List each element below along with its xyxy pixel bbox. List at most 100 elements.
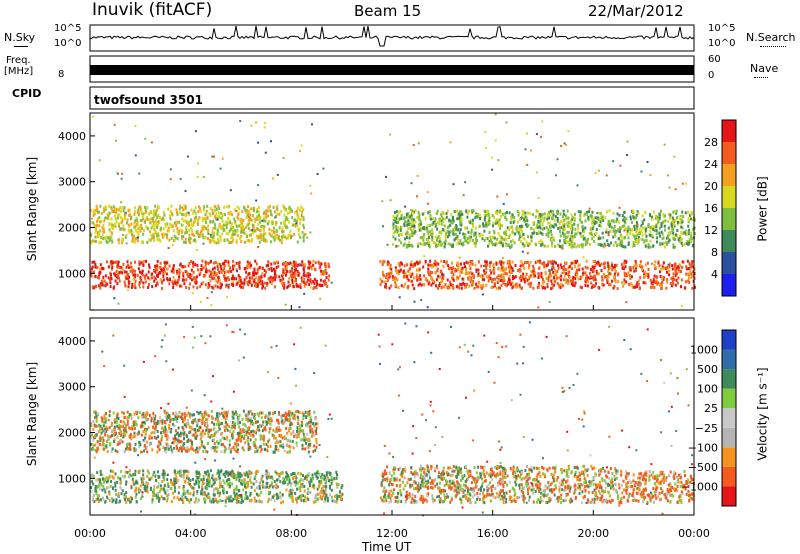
nsky-tick-high: 10^5 [54,23,82,34]
data-cell [235,268,238,272]
data-cell [578,263,581,267]
data-cell [541,240,544,244]
data-cell [237,217,240,221]
data-cell [565,143,568,146]
data-cell [582,271,585,275]
data-cell [392,215,395,218]
data-cell [161,480,164,484]
data-cell [114,139,117,142]
data-cell [123,270,126,274]
data-cell [505,233,508,236]
data-cell [235,225,238,228]
data-cell [336,494,339,498]
data-cell [220,225,223,229]
data-cell [253,268,256,272]
data-cell [435,222,438,226]
data-cell [255,492,258,496]
data-cell [144,280,147,284]
data-cell [129,473,132,477]
data-cell [602,283,605,287]
data-cell [335,470,338,474]
data-cell [212,497,215,501]
data-cell [620,235,623,239]
data-cell [224,213,226,217]
data-cell [565,216,568,220]
data-cell [400,214,403,218]
data-cell [668,238,671,242]
data-cell [646,261,649,265]
data-cell [188,261,191,265]
data-cell [283,478,285,482]
data-cell [297,229,300,233]
data-cell [118,238,121,242]
data-cell [298,495,301,499]
data-cell [240,227,243,230]
data-cell [288,479,291,483]
data-cell [167,226,170,230]
data-cell [438,217,441,221]
data-cell [90,274,93,278]
data-cell [638,231,641,235]
data-cell [309,491,312,495]
data-cell [234,494,237,498]
data-cell [102,227,105,231]
data-cell [418,213,421,217]
data-cell [240,240,243,243]
data-cell [123,493,126,497]
data-cell [96,235,99,239]
data-cell [448,242,451,246]
data-cell [179,211,182,215]
data-cell [215,279,218,283]
data-cell [571,224,574,228]
data-cell [608,272,611,275]
data-cell [686,232,688,236]
data-cell [685,272,688,276]
data-cell [144,489,147,493]
data-cell [395,221,398,224]
data-cell [429,213,432,217]
data-cell [530,274,532,278]
data-cell [429,259,432,263]
data-cell [460,242,463,246]
data-cell [152,490,155,494]
data-cell [550,233,553,237]
data-cell [117,260,120,264]
data-cell [511,281,514,285]
data-cell [118,241,120,245]
data-cell [336,485,339,489]
data-cell [244,496,247,500]
data-cell [614,263,616,267]
data-cell [267,214,269,218]
data-cell [218,473,221,477]
data-cell [323,282,326,286]
data-cell [214,477,217,481]
data-cell [121,474,124,478]
data-cell [570,213,573,217]
data-cell [400,217,403,220]
data-cell [162,471,165,475]
data-cell [485,236,488,240]
data-cell [453,226,456,229]
data-cell [674,262,677,266]
data-cell [511,260,514,264]
data-cell [544,270,547,274]
data-cell [424,261,427,265]
data-cell [386,260,389,264]
data-cell [145,482,148,486]
data-cell [539,222,542,225]
data-cell [427,243,430,247]
data-cell [470,209,473,213]
data-cell [626,232,629,236]
data-cell [410,213,413,217]
data-cell [435,243,438,247]
data-cell [204,500,206,504]
data-cell [146,485,149,489]
data-cell [243,478,246,482]
data-cell [91,498,94,502]
data-cell [540,271,543,275]
data-cell [101,473,104,477]
data-cell [231,482,234,486]
data-cell [475,226,477,230]
data-cell [304,233,307,236]
data-cell [145,225,148,229]
